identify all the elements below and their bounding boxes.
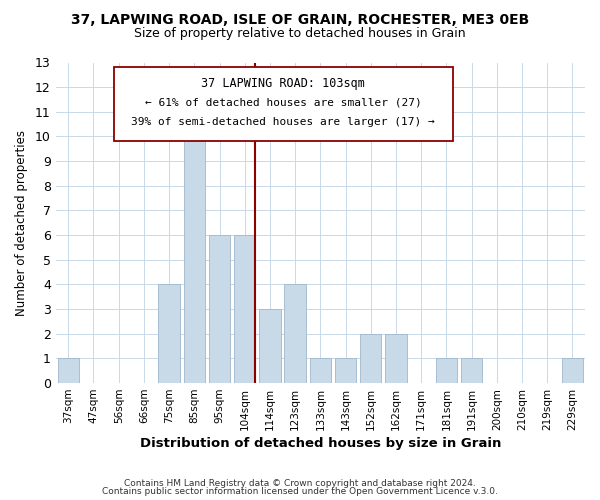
Text: 37, LAPWING ROAD, ISLE OF GRAIN, ROCHESTER, ME3 0EB: 37, LAPWING ROAD, ISLE OF GRAIN, ROCHEST… (71, 12, 529, 26)
Bar (259, 309, 281, 383)
Text: Size of property relative to detached houses in Grain: Size of property relative to detached ho… (134, 28, 466, 40)
Text: Contains public sector information licensed under the Open Government Licence v.: Contains public sector information licen… (102, 487, 498, 496)
Bar (461, 358, 482, 383)
X-axis label: Distribution of detached houses by size in Grain: Distribution of detached houses by size … (140, 437, 501, 450)
Text: 37 LAPWING ROAD: 103sqm: 37 LAPWING ROAD: 103sqm (202, 77, 365, 90)
Bar (385, 334, 407, 383)
Bar (436, 358, 457, 383)
Text: ← 61% of detached houses are smaller (27): ← 61% of detached houses are smaller (27… (145, 97, 422, 107)
Bar (284, 284, 306, 383)
Bar (234, 235, 256, 383)
Bar (335, 358, 356, 383)
Text: Contains HM Land Registry data © Crown copyright and database right 2024.: Contains HM Land Registry data © Crown c… (124, 478, 476, 488)
Bar (158, 284, 180, 383)
Bar (562, 358, 583, 383)
Text: 39% of semi-detached houses are larger (17) →: 39% of semi-detached houses are larger (… (131, 117, 435, 127)
Bar (184, 112, 205, 383)
Bar (360, 334, 382, 383)
Bar (58, 358, 79, 383)
Bar (209, 235, 230, 383)
Y-axis label: Number of detached properties: Number of detached properties (15, 130, 28, 316)
Bar (310, 358, 331, 383)
FancyBboxPatch shape (114, 68, 452, 141)
